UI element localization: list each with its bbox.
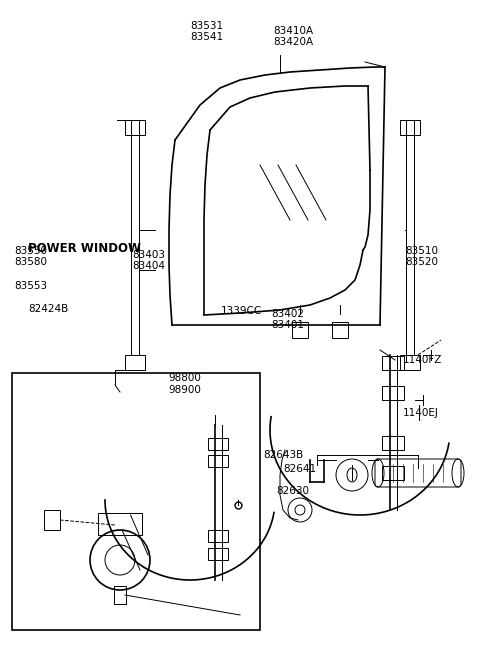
Bar bbox=[44, 510, 60, 530]
Text: 1140FZ: 1140FZ bbox=[403, 355, 443, 365]
Bar bbox=[382, 466, 404, 480]
Bar bbox=[292, 322, 308, 338]
Text: 83402: 83402 bbox=[271, 309, 304, 319]
Text: 83401: 83401 bbox=[271, 320, 304, 330]
Text: 1339CC: 1339CC bbox=[221, 306, 262, 316]
Bar bbox=[400, 120, 420, 135]
Bar bbox=[332, 322, 348, 338]
Text: 83520: 83520 bbox=[406, 257, 439, 267]
Bar bbox=[12, 373, 260, 630]
Text: 98800: 98800 bbox=[168, 373, 201, 384]
Bar bbox=[98, 513, 142, 535]
Bar bbox=[114, 586, 126, 604]
Text: POWER WINDOW: POWER WINDOW bbox=[28, 242, 141, 255]
Text: 1140EJ: 1140EJ bbox=[403, 407, 439, 418]
Text: 83404: 83404 bbox=[132, 261, 165, 271]
Text: 83580: 83580 bbox=[14, 257, 48, 267]
Text: 83531: 83531 bbox=[190, 21, 223, 32]
Bar bbox=[125, 355, 145, 370]
Bar bbox=[400, 355, 420, 370]
Bar bbox=[382, 386, 404, 400]
Bar bbox=[125, 120, 145, 135]
Text: 83541: 83541 bbox=[190, 32, 223, 43]
Text: 82641: 82641 bbox=[283, 464, 316, 474]
Text: 83420A: 83420A bbox=[274, 37, 314, 47]
Text: 83510: 83510 bbox=[406, 246, 439, 256]
Bar bbox=[382, 356, 404, 370]
Text: 82424B: 82424B bbox=[28, 304, 68, 314]
Text: 82630: 82630 bbox=[276, 486, 309, 496]
Bar bbox=[208, 455, 228, 467]
Bar bbox=[208, 548, 228, 560]
Text: 83403: 83403 bbox=[132, 250, 165, 260]
Text: 83550: 83550 bbox=[14, 246, 48, 256]
Bar bbox=[208, 530, 228, 542]
Text: 82643B: 82643B bbox=[263, 449, 303, 460]
Bar bbox=[208, 438, 228, 450]
Text: 83553: 83553 bbox=[14, 281, 48, 292]
Text: 83410A: 83410A bbox=[274, 26, 314, 36]
Bar bbox=[382, 436, 404, 450]
Text: 98900: 98900 bbox=[168, 384, 201, 395]
